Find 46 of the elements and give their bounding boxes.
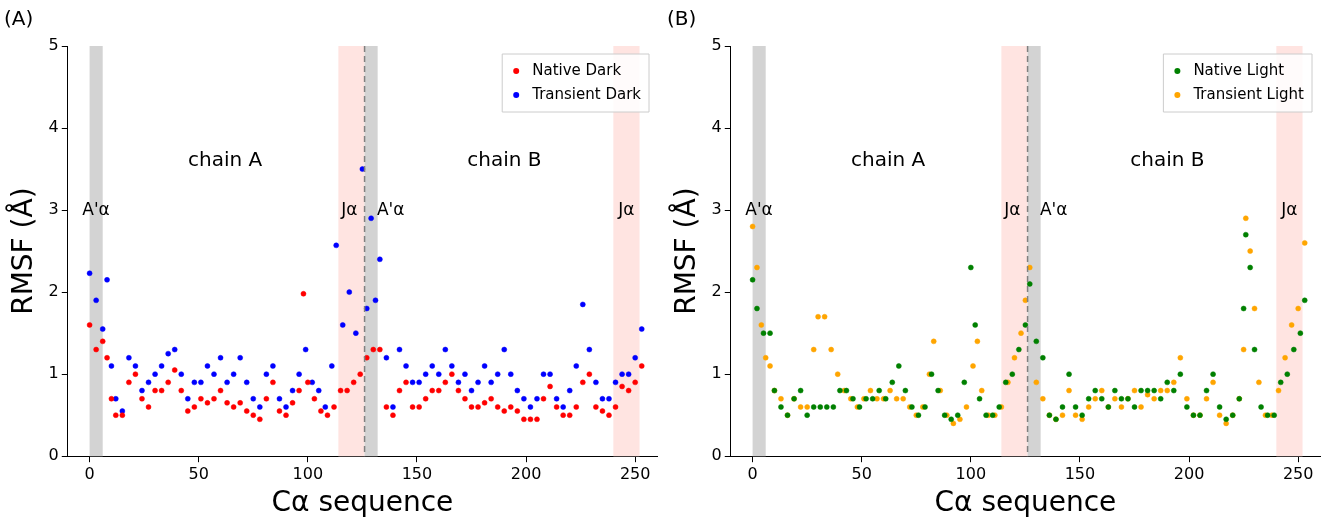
- annotation: Jα: [617, 198, 635, 219]
- annotation: A'α: [376, 198, 405, 219]
- annotation: A'α: [745, 198, 773, 219]
- y-tick-label: 1: [48, 363, 59, 383]
- x-axis-title: Cα sequence: [934, 485, 1117, 519]
- annotation: chain A: [188, 147, 263, 172]
- x-tick-label: 150: [1064, 463, 1096, 483]
- x-tick-label: 200: [510, 463, 542, 483]
- x-tick-label: 0: [747, 463, 758, 483]
- x-tick-label: 250: [619, 463, 651, 483]
- chart-title: (B): [667, 6, 697, 31]
- y-tick-label: 1: [711, 363, 722, 383]
- chart-title: (A): [4, 6, 34, 31]
- y-tick-label: 5: [48, 35, 59, 55]
- annotation: chain B: [467, 147, 542, 172]
- legend-label: Native Light: [1193, 60, 1285, 79]
- y-tick-label: 4: [711, 117, 722, 137]
- x-axis-title: Cα sequence: [271, 485, 454, 519]
- x-tick-label: 200: [1173, 463, 1205, 483]
- y-tick-label: 4: [48, 117, 59, 137]
- legend-label: Transient Dark: [531, 84, 642, 103]
- legend-label: Transient Light: [1192, 84, 1305, 103]
- annotation: chain B: [1130, 147, 1205, 172]
- y-tick-label: 2: [48, 281, 59, 301]
- y-tick-label: 0: [48, 445, 59, 465]
- x-tick-label: 100: [292, 463, 324, 483]
- x-tick-label: 150: [401, 463, 433, 483]
- x-tick-label: 50: [851, 463, 872, 483]
- x-tick-label: 250: [1282, 463, 1314, 483]
- y-tick-label: 2: [711, 281, 722, 301]
- y-tick-label: 5: [711, 35, 722, 55]
- y-axis-title: RMSF (Å): [5, 187, 40, 315]
- annotation: A'α: [1039, 198, 1068, 219]
- legend-label: Native Dark: [532, 60, 622, 79]
- annotation: Jα: [1003, 198, 1021, 219]
- y-tick-label: 3: [711, 199, 722, 219]
- annotation: Jα: [340, 198, 358, 219]
- x-tick-label: 50: [188, 463, 209, 483]
- x-tick-label: 0: [84, 463, 95, 483]
- y-tick-label: 0: [711, 445, 722, 465]
- y-axis-title: RMSF (Å): [668, 187, 703, 315]
- annotation: A'α: [82, 198, 110, 219]
- annotation: chain A: [851, 147, 926, 172]
- y-tick-label: 3: [48, 199, 59, 219]
- annotation: Jα: [1280, 198, 1298, 219]
- x-tick-label: 100: [955, 463, 987, 483]
